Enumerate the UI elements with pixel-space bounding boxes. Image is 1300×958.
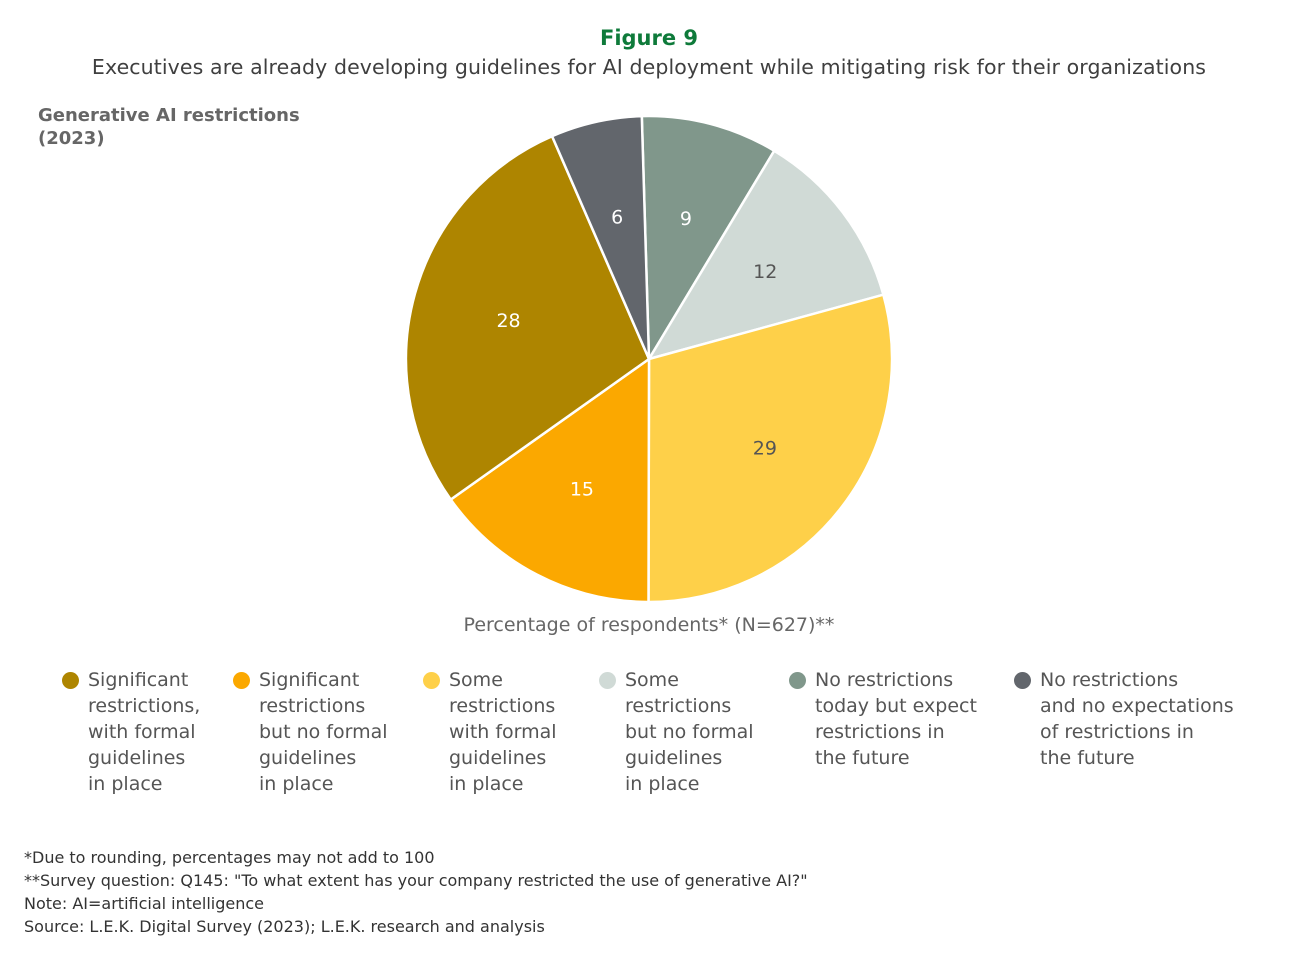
footnote: **Survey question: Q145: "To what extent… xyxy=(24,871,808,890)
legend-label: Significant restrictions but no formal g… xyxy=(259,669,388,795)
slice-value-label: 6 xyxy=(611,207,623,229)
legend-item: Some restrictions with formal guidelines… xyxy=(423,667,557,797)
legend-label: Some restrictions with formal guidelines… xyxy=(449,669,557,795)
slice-value-label: 9 xyxy=(680,208,692,230)
legend-swatch xyxy=(599,672,616,689)
slice-value-label: 12 xyxy=(753,261,777,283)
legend-item: No restrictions and no expectations of r… xyxy=(1014,667,1234,771)
pie-slice xyxy=(646,149,885,362)
legend-swatch xyxy=(789,672,806,689)
chart-title: Executives are already developing guidel… xyxy=(91,55,1207,79)
slice-value-label: 29 xyxy=(753,438,777,460)
slice-value-label: 15 xyxy=(570,478,594,500)
legend-swatch xyxy=(1014,672,1031,689)
pie-slice xyxy=(404,134,651,502)
legend-item: Significant restrictions but no formal g… xyxy=(233,667,388,797)
legend-item: Significant restrictions, with formal gu… xyxy=(62,667,201,797)
footnotes: *Due to rounding, percentages may not ad… xyxy=(24,846,808,938)
figure-label: Figure 9 xyxy=(599,26,699,50)
slice-value-label: 28 xyxy=(496,310,520,332)
footnote: Note: AI=artificial intelligence xyxy=(24,894,264,913)
legend-label: No restrictions today but expect restric… xyxy=(815,669,977,769)
legend-item: Some restrictions but no formal guidelin… xyxy=(599,667,754,797)
legend-swatch xyxy=(423,672,440,689)
pie-slice xyxy=(550,114,651,360)
legend-swatch xyxy=(62,672,79,689)
pie-slice xyxy=(647,293,894,604)
pie-slice xyxy=(449,356,651,604)
footnote: *Due to rounding, percentages may not ad… xyxy=(24,848,435,867)
pie-slice xyxy=(640,114,776,364)
legend-label: Some restrictions but no formal guidelin… xyxy=(625,669,754,795)
axis-caption: Percentage of respondents* (N=627)** xyxy=(463,614,835,636)
legend-swatch xyxy=(233,672,250,689)
legend-label: Significant restrictions, with formal gu… xyxy=(88,669,201,795)
legend-label: No restrictions and no expectations of r… xyxy=(1040,669,1234,769)
legend-item: No restrictions today but expect restric… xyxy=(789,667,977,771)
chart-subheading: Generative AI restrictions (2023) xyxy=(38,105,300,149)
footnote: Source: L.E.K. Digital Survey (2023); L.… xyxy=(24,917,545,936)
